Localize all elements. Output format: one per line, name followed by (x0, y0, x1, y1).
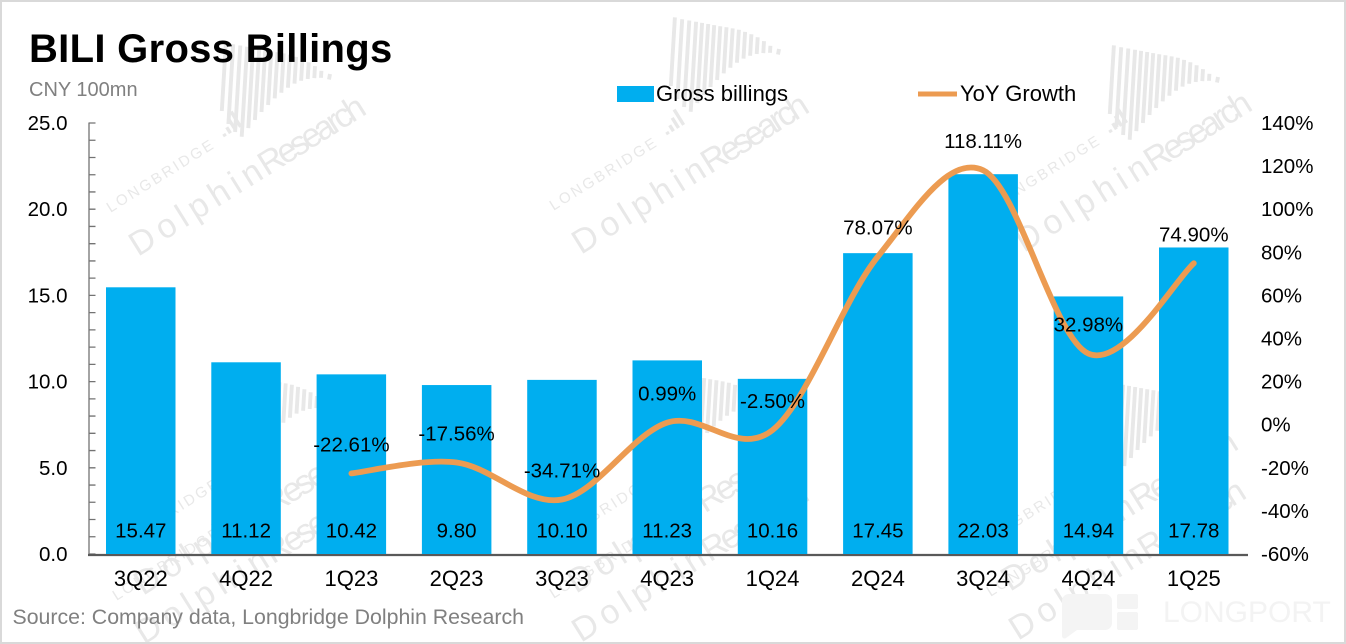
svg-text:LONGPORT: LONGPORT (1163, 596, 1331, 629)
svg-text:4Q24: 4Q24 (1061, 566, 1115, 591)
svg-text:15.0: 15.0 (28, 284, 68, 307)
svg-text:Gross billings: Gross billings (656, 81, 788, 106)
svg-text:74.90%: 74.90% (1159, 223, 1229, 246)
svg-text:140%: 140% (1261, 112, 1313, 135)
svg-text:10.16: 10.16 (747, 520, 798, 543)
svg-text:120%: 120% (1261, 155, 1313, 178)
svg-text:11.23: 11.23 (642, 520, 692, 543)
svg-text:118.11%: 118.11% (944, 130, 1022, 153)
svg-text:3Q23: 3Q23 (535, 566, 589, 591)
svg-text:25.0: 25.0 (28, 112, 68, 135)
svg-text:9.80: 9.80 (437, 520, 477, 543)
svg-text:0%: 0% (1261, 414, 1291, 437)
svg-text:20.0: 20.0 (28, 198, 68, 221)
svg-text:3Q24: 3Q24 (956, 566, 1010, 591)
svg-text:-60%: -60% (1261, 543, 1309, 566)
svg-text:-20%: -20% (1261, 457, 1309, 480)
svg-text:10.42: 10.42 (326, 520, 377, 543)
svg-text:32.98%: 32.98% (1054, 314, 1124, 337)
svg-text:3Q22: 3Q22 (114, 566, 168, 591)
svg-text:BILI Gross Billings: BILI Gross Billings (29, 27, 393, 71)
svg-text:10.0: 10.0 (28, 371, 68, 394)
svg-text:15.47: 15.47 (115, 520, 166, 543)
svg-text:10.10: 10.10 (536, 520, 587, 543)
svg-text:20%: 20% (1261, 371, 1302, 394)
svg-text:80%: 80% (1261, 241, 1302, 264)
svg-text:17.45: 17.45 (852, 520, 903, 543)
svg-text:2Q23: 2Q23 (430, 566, 484, 591)
svg-text:78.07%: 78.07% (843, 217, 913, 240)
svg-text:-40%: -40% (1261, 500, 1309, 523)
svg-text:14.94: 14.94 (1063, 520, 1114, 543)
svg-text:1Q25: 1Q25 (1167, 566, 1221, 591)
svg-text:YoY Growth: YoY Growth (960, 81, 1076, 106)
svg-text:5.0: 5.0 (39, 457, 68, 480)
svg-text:40%: 40% (1261, 328, 1302, 351)
svg-text:60%: 60% (1261, 284, 1302, 307)
svg-text:11.12: 11.12 (221, 520, 271, 543)
svg-text:0.0: 0.0 (39, 543, 68, 566)
svg-text:17.78: 17.78 (1168, 520, 1219, 543)
svg-text:1Q23: 1Q23 (324, 566, 378, 591)
svg-text:-17.56%: -17.56% (418, 423, 494, 446)
svg-text:-2.50%: -2.50% (740, 390, 805, 413)
svg-text:22.03: 22.03 (957, 520, 1008, 543)
svg-text:-34.71%: -34.71% (524, 460, 600, 483)
svg-text:4Q22: 4Q22 (219, 566, 273, 591)
svg-text:Source: Company data, Longbrid: Source: Company data, Longbridge Dolphin… (13, 605, 524, 629)
svg-text:2Q24: 2Q24 (851, 566, 905, 591)
svg-text:1Q24: 1Q24 (746, 566, 800, 591)
svg-text:100%: 100% (1261, 198, 1313, 221)
svg-text:-22.61%: -22.61% (313, 433, 389, 456)
svg-text:4Q23: 4Q23 (640, 566, 694, 591)
svg-text:0.99%: 0.99% (638, 383, 696, 406)
svg-text:CNY 100mn: CNY 100mn (29, 79, 138, 101)
